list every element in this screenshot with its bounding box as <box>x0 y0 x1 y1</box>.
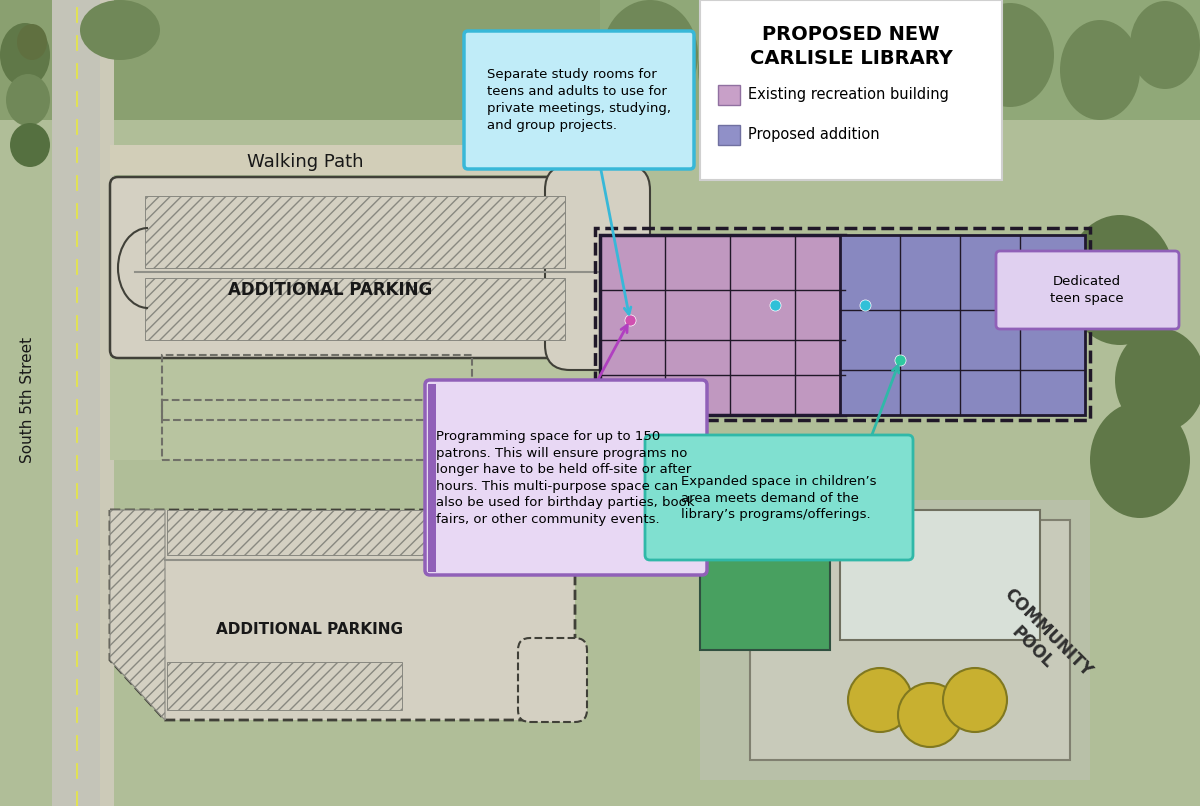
Ellipse shape <box>870 17 970 133</box>
Bar <box>145 278 565 340</box>
Circle shape <box>943 668 1007 732</box>
Ellipse shape <box>10 123 50 167</box>
Bar <box>167 662 402 710</box>
Text: Dedicated
teen space: Dedicated teen space <box>1050 276 1124 305</box>
Text: South 5th Street: South 5th Street <box>20 337 36 463</box>
Polygon shape <box>110 510 575 720</box>
FancyBboxPatch shape <box>545 165 650 370</box>
Text: ADDITIONAL PARKING: ADDITIONAL PARKING <box>228 281 432 299</box>
Bar <box>840 235 1085 415</box>
Bar <box>700 500 1090 780</box>
Bar <box>110 145 620 175</box>
Bar <box>52 0 102 806</box>
Bar <box>718 125 740 145</box>
Ellipse shape <box>1130 1 1200 89</box>
Text: Existing recreation building: Existing recreation building <box>748 88 949 102</box>
Text: Separate study rooms for
teens and adults to use for
private meetings, studying,: Separate study rooms for teens and adult… <box>487 68 671 132</box>
FancyBboxPatch shape <box>464 31 694 169</box>
Ellipse shape <box>80 0 160 60</box>
Ellipse shape <box>792 2 868 98</box>
Bar <box>600 235 845 415</box>
Ellipse shape <box>1090 402 1190 518</box>
Bar <box>110 350 620 460</box>
Bar <box>600 0 1200 120</box>
Text: Programming space for up to 150
patrons. This will ensure programs no
longer hav: Programming space for up to 150 patrons.… <box>436 430 695 526</box>
Bar <box>428 384 436 572</box>
Circle shape <box>848 668 912 732</box>
Bar <box>162 355 472 420</box>
Bar <box>167 510 562 555</box>
Ellipse shape <box>1115 328 1200 432</box>
Ellipse shape <box>602 0 698 110</box>
Bar <box>0 0 1200 120</box>
Bar <box>718 85 740 105</box>
Ellipse shape <box>966 3 1054 107</box>
FancyBboxPatch shape <box>646 435 913 560</box>
Ellipse shape <box>698 18 782 122</box>
Text: Expanded space in children’s
area meets demand of the
library’s programs/offerin: Expanded space in children’s area meets … <box>682 475 877 521</box>
FancyBboxPatch shape <box>518 638 587 722</box>
FancyBboxPatch shape <box>110 177 626 358</box>
Text: Proposed addition: Proposed addition <box>748 127 880 143</box>
Bar <box>162 400 472 460</box>
Bar <box>840 510 1040 640</box>
Text: Walking Path: Walking Path <box>247 153 364 171</box>
Bar <box>595 228 1090 420</box>
Circle shape <box>898 683 962 747</box>
Bar <box>145 196 565 268</box>
Text: PROPOSED NEW
CARLISLE LIBRARY: PROPOSED NEW CARLISLE LIBRARY <box>750 25 953 68</box>
Text: COMMUNITY
POOL: COMMUNITY POOL <box>985 585 1094 695</box>
Ellipse shape <box>17 24 47 60</box>
Polygon shape <box>110 510 166 720</box>
Text: ADDITIONAL PARKING: ADDITIONAL PARKING <box>216 622 403 638</box>
Ellipse shape <box>1060 20 1140 120</box>
Bar <box>700 530 830 650</box>
Bar <box>100 0 114 806</box>
Bar <box>750 520 1070 760</box>
FancyBboxPatch shape <box>700 0 1002 180</box>
Ellipse shape <box>0 23 50 87</box>
Ellipse shape <box>1066 215 1175 345</box>
FancyBboxPatch shape <box>425 380 707 575</box>
FancyBboxPatch shape <box>996 251 1178 329</box>
Ellipse shape <box>6 74 50 126</box>
